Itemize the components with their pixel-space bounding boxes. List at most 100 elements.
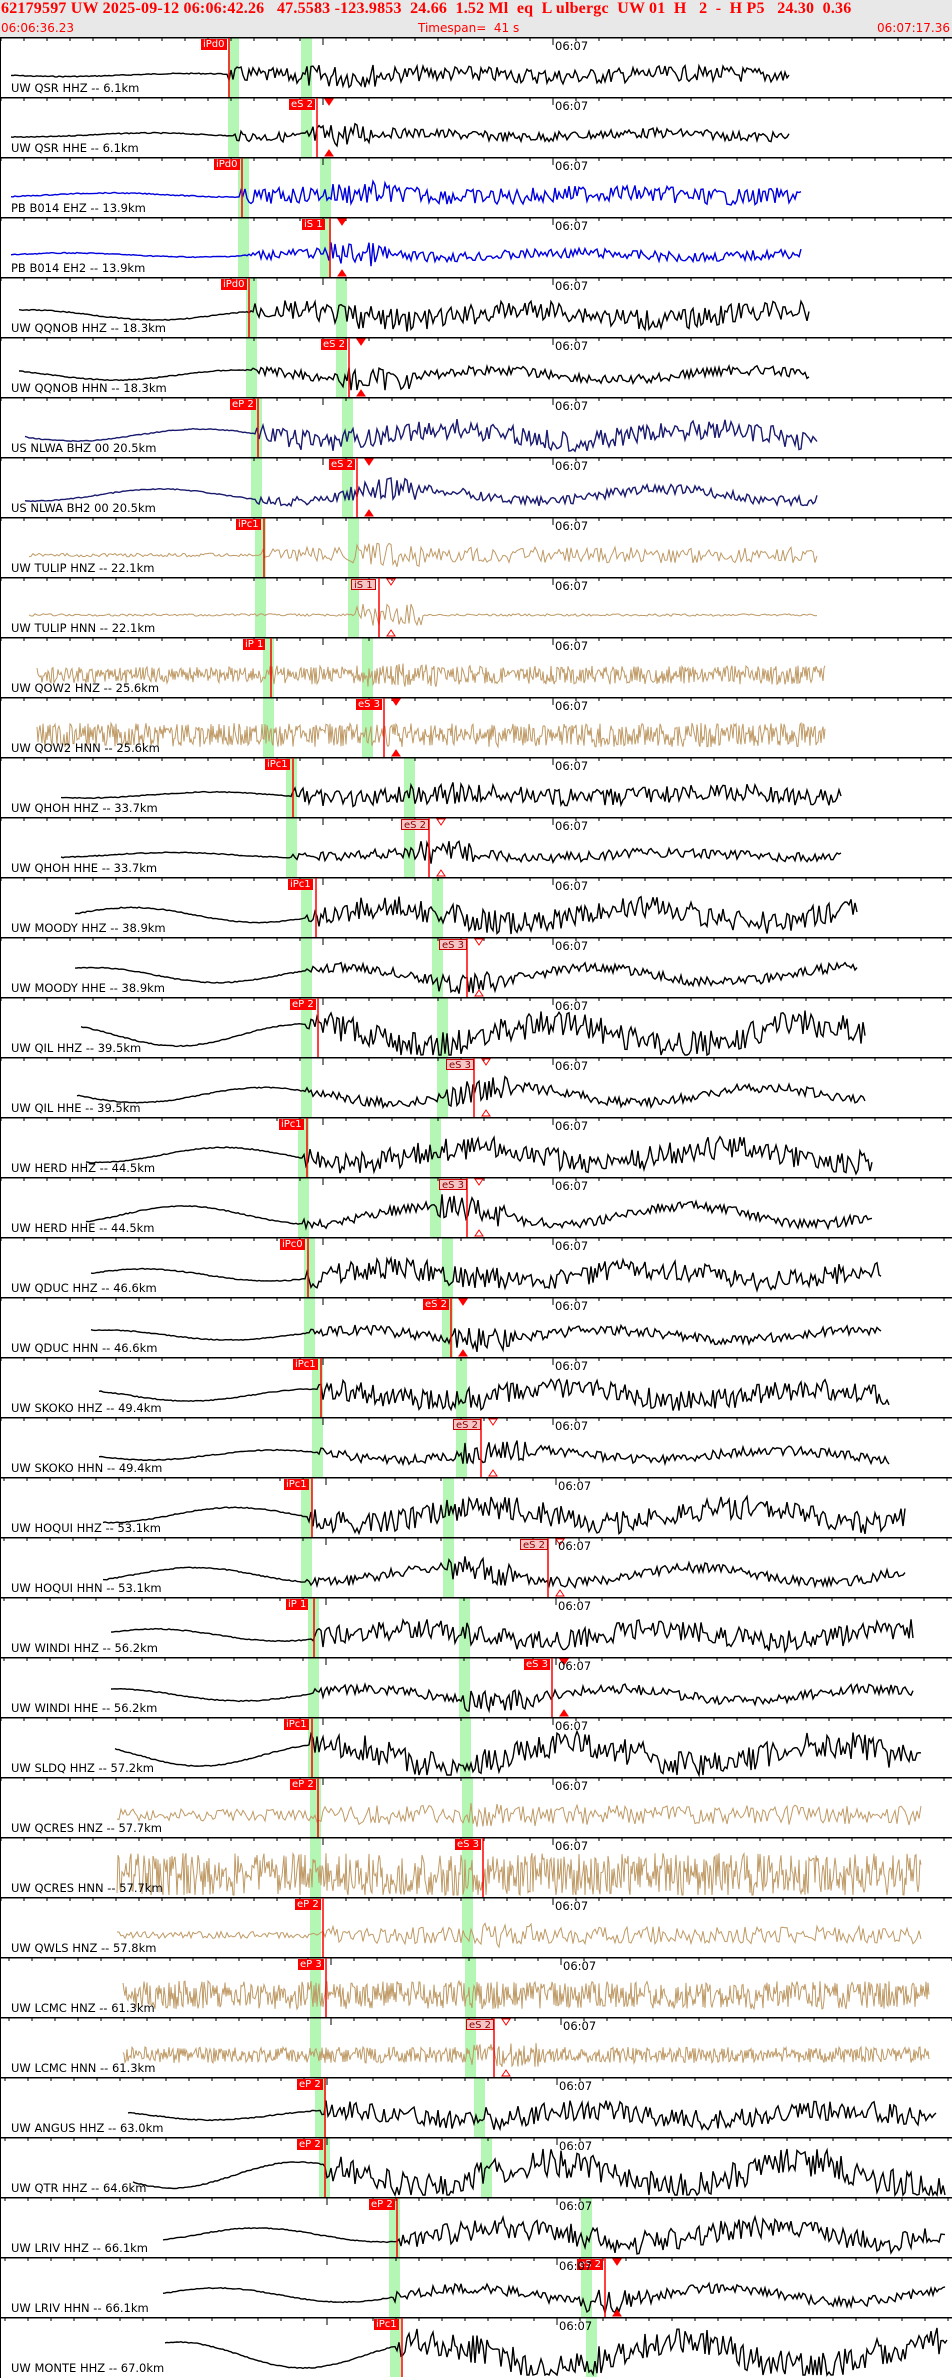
trace-panel[interactable]: iPc1 06:07 UW MOODY HHZ -- 38.9km (1, 877, 952, 937)
trace-panel[interactable]: eS 2 06:07 UW HOQUI HHN -- 53.1km (1, 1537, 952, 1597)
phase-pick-flag[interactable]: eP 2 (297, 2139, 323, 2150)
trace-panel[interactable]: eP 2 06:07 UW LRIV HHZ -- 66.1km (1, 2197, 952, 2257)
phase-pick-flag[interactable]: iPd0 (221, 279, 247, 290)
phase-pick-flag[interactable]: iPc1 (236, 519, 261, 530)
phase-pick-flag[interactable]: eS 3 (439, 1179, 468, 1191)
waveform-trace (1, 157, 952, 217)
trace-panel[interactable]: eP 2 06:07 UW QWLS HNZ -- 57.8km (1, 1897, 952, 1957)
trace-panel[interactable]: iPc1 06:07 UW HOQUI HHZ -- 53.1km (1, 1477, 952, 1537)
trace-panel[interactable]: eS 3 06:07 UW QIL HHE -- 39.5km (1, 1057, 952, 1117)
trace-panel[interactable]: eS 3 06:07 UW WINDI HHE -- 56.2km (1, 1657, 952, 1717)
phase-pick-flag[interactable]: eS 2 (466, 2019, 495, 2031)
trace-panel[interactable]: eP 2 06:07 UW ANGUS HHZ -- 63.0km (1, 2077, 952, 2137)
channel-label: UW HERD HHZ -- 44.5km (11, 1161, 156, 1175)
trace-panel[interactable]: iPd0 06:07 UW QQNOB HHZ -- 18.3km (1, 277, 952, 337)
trace-panel[interactable]: iS 1 06:07 UW TULIP HNN -- 22.1km (1, 577, 952, 637)
trace-panel[interactable]: iPd0 06:07 PB B014 EHZ -- 13.9km (1, 157, 952, 217)
trace-panel[interactable]: eS 2 06:07 UW QHOH HHE -- 33.7km (1, 817, 952, 877)
trace-panel[interactable]: eS 3 06:07 UW MOODY HHE -- 38.9km (1, 937, 952, 997)
time-marker-label: 06:07 (555, 339, 589, 353)
phase-pick-flag[interactable]: iP 1 (243, 639, 266, 650)
channel-label: UW TULIP HNN -- 22.1km (11, 621, 156, 635)
waveform-trace (1, 1357, 952, 1417)
time-marker-label: 06:07 (558, 1659, 592, 1673)
phase-pick-flag[interactable]: eS 2 (453, 1419, 482, 1431)
phase-pick-flag[interactable]: eS 2 (321, 339, 348, 350)
waveform-trace (1, 2077, 952, 2137)
waveform-trace (1, 1177, 952, 1237)
time-marker-label: 06:07 (555, 579, 589, 593)
trace-panel[interactable]: iP 1 06:07 UW QOW2 HNZ -- 25.6km (1, 637, 952, 697)
trace-panel[interactable]: iPc1 06:07 UW TULIP HNZ -- 22.1km (1, 517, 952, 577)
phase-pick-flag[interactable]: iPd0 (201, 39, 227, 50)
time-marker-label: 06:07 (563, 1959, 597, 1973)
trace-panel[interactable]: eS 2 06:07 UW QDUC HHN -- 46.6km (1, 1297, 952, 1357)
phase-pick-flag[interactable]: eP 2 (290, 1779, 316, 1790)
time-marker-label: 06:07 (555, 999, 589, 1013)
trace-panel[interactable]: eP 2 06:07 UW QTR HHZ -- 64.6km (1, 2137, 952, 2197)
waveform-trace (1, 37, 952, 97)
trace-panel[interactable]: eS 2 06:07 UW LCMC HNN -- 61.3km (1, 2017, 952, 2077)
phase-pick-flag[interactable]: iPc1 (293, 1359, 318, 1370)
waveform-panel-stack[interactable]: iPd0 06:07 UW QSR HHZ -- 6.1km eS 2 06:07 UW … (0, 37, 952, 2378)
phase-pick-flag[interactable]: eS 2 (401, 819, 430, 831)
channel-label: UW HOQUI HHZ -- 53.1km (11, 1521, 161, 1535)
phase-pick-flag[interactable]: eP 2 (297, 2079, 323, 2090)
trace-panel[interactable]: eS 2 06:07 UW LRIV HHN -- 66.1km (1, 2257, 952, 2317)
phase-pick-flag[interactable]: eS 2 (423, 1299, 450, 1310)
phase-pick-flag[interactable]: iS 1 (351, 579, 376, 591)
phase-pick-flag[interactable]: iPc1 (284, 1719, 309, 1730)
trace-panel[interactable]: eP 2 06:07 UW QIL HHZ -- 39.5km (1, 997, 952, 1057)
phase-pick-flag[interactable]: eP 2 (230, 399, 256, 410)
phase-pick-flag[interactable]: iPd0 (214, 159, 240, 170)
phase-pick-flag[interactable]: eS 3 (446, 1059, 475, 1071)
waveform-trace (1, 2257, 952, 2317)
time-marker-label: 06:07 (555, 1119, 589, 1133)
window-end-time: 06:07:17.36 (877, 21, 950, 35)
phase-pick-flag[interactable]: eS 3 (524, 1659, 551, 1670)
phase-pick-flag[interactable]: iPc1 (374, 2319, 399, 2330)
phase-pick-flag[interactable]: iS 1 (302, 219, 325, 230)
trace-panel[interactable]: eS 2 06:07 UW QSR HHE -- 6.1km (1, 97, 952, 157)
phase-pick-flag[interactable]: eS 2 (577, 2259, 604, 2270)
time-marker-label: 06:07 (555, 879, 589, 893)
phase-pick-flag[interactable]: eS 2 (520, 1539, 549, 1551)
trace-panel[interactable]: eS 3 06:07 UW QCRES HNN -- 57.7km (1, 1837, 952, 1897)
trace-panel[interactable]: iP 1 06:07 UW WINDI HHZ -- 56.2km (1, 1597, 952, 1657)
phase-pick-flag[interactable]: eS 2 (329, 459, 356, 470)
phase-pick-flag[interactable]: iPc1 (279, 1119, 304, 1130)
trace-panel[interactable]: iPc1 06:07 UW QHOH HHZ -- 33.7km (1, 757, 952, 817)
channel-label: UW QIL HHZ -- 39.5km (11, 1041, 142, 1055)
trace-panel[interactable]: eP 3 06:07 UW LCMC HNZ -- 61.3km (1, 1957, 952, 2017)
trace-panel[interactable]: eS 3 06:07 UW QOW2 HNN -- 25.6km (1, 697, 952, 757)
phase-pick-flag[interactable]: iPc0 (280, 1239, 305, 1250)
trace-panel[interactable]: iPc1 06:07 UW SKOKO HHZ -- 49.4km (1, 1357, 952, 1417)
trace-panel[interactable]: eS 2 06:07 UW SKOKO HHN -- 49.4km (1, 1417, 952, 1477)
channel-label: UW LRIV HHZ -- 66.1km (11, 2241, 149, 2255)
phase-pick-flag[interactable]: iPc1 (265, 759, 290, 770)
phase-pick-flag[interactable]: eS 3 (356, 699, 383, 710)
trace-panel[interactable]: eS 2 06:07 US NLWA BH2 00 20.5km (1, 457, 952, 517)
phase-pick-flag[interactable]: eP 2 (369, 2199, 395, 2210)
trace-panel[interactable]: eP 2 06:07 UW QCRES HNZ -- 57.7km (1, 1777, 952, 1837)
waveform-trace (1, 757, 952, 817)
phase-pick-flag[interactable]: iPc1 (288, 879, 313, 890)
trace-panel[interactable]: iS 1 06:07 PB B014 EH2 -- 13.9km (1, 217, 952, 277)
trace-panel[interactable]: eP 2 06:07 US NLWA BHZ 00 20.5km (1, 397, 952, 457)
waveform-trace (1, 97, 952, 157)
trace-panel[interactable]: iPc1 06:07 UW HERD HHZ -- 44.5km (1, 1117, 952, 1177)
phase-pick-flag[interactable]: iP 1 (286, 1599, 309, 1610)
phase-pick-flag[interactable]: eP 3 (298, 1959, 324, 1970)
phase-pick-flag[interactable]: iPc1 (284, 1479, 309, 1490)
trace-panel[interactable]: iPc1 06:07 UW SLDQ HHZ -- 57.2km (1, 1717, 952, 1777)
trace-panel[interactable]: iPc1 06:07 UW MONTE HHZ -- 67.0km (1, 2317, 952, 2377)
trace-panel[interactable]: eS 2 06:07 UW QQNOB HHN -- 18.3km (1, 337, 952, 397)
phase-pick-flag[interactable]: eP 2 (290, 999, 316, 1010)
phase-pick-flag[interactable]: eS 3 (455, 1839, 482, 1850)
phase-pick-flag[interactable]: eS 2 (289, 99, 316, 110)
phase-pick-flag[interactable]: eS 3 (439, 939, 468, 951)
phase-pick-flag[interactable]: eP 2 (295, 1899, 321, 1910)
trace-panel[interactable]: eS 3 06:07 UW HERD HHE -- 44.5km (1, 1177, 952, 1237)
trace-panel[interactable]: iPd0 06:07 UW QSR HHZ -- 6.1km (1, 37, 952, 97)
trace-panel[interactable]: iPc0 06:07 UW QDUC HHZ -- 46.6km (1, 1237, 952, 1297)
